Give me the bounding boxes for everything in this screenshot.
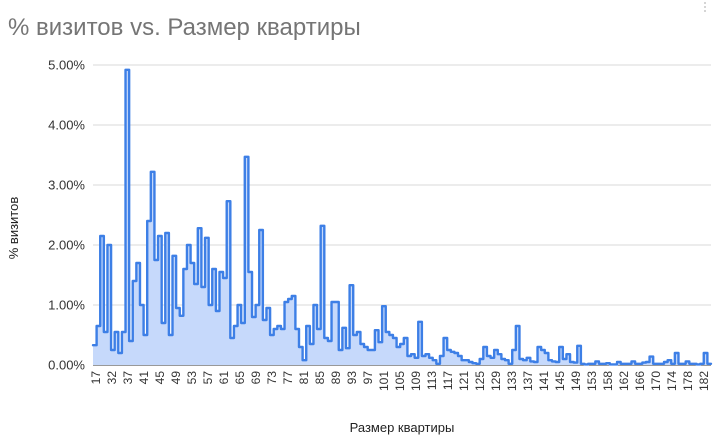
x-tick-label: 101 — [377, 371, 391, 391]
x-tick-label: 85 — [313, 371, 327, 385]
x-tick-label: 97 — [361, 371, 375, 385]
x-tick-label: 65 — [233, 371, 247, 385]
x-tick-label: 137 — [521, 371, 535, 391]
x-tick-label: 37 — [121, 371, 135, 385]
x-tick-label: 141 — [537, 371, 551, 391]
x-tick-label: 77 — [281, 371, 295, 385]
chart-title: % визитов vs. Размер квартиры — [8, 14, 361, 41]
x-tick-label: 41 — [137, 371, 151, 385]
more-options-icon[interactable] — [704, 2, 707, 16]
x-tick-label: 57 — [201, 371, 215, 385]
x-tick-label: 149 — [569, 371, 583, 391]
y-tick-label: 1.00% — [48, 298, 85, 313]
x-tick-label: 133 — [505, 371, 519, 391]
x-tick-label: 73 — [265, 371, 279, 385]
x-tick-label: 45 — [153, 371, 167, 385]
x-tick-label: 166 — [633, 371, 647, 391]
x-tick-label: 81 — [297, 371, 311, 385]
x-tick-label: 170 — [649, 371, 663, 391]
series-area — [93, 69, 711, 366]
series-line[interactable] — [91, 68, 713, 366]
x-tick-label: 32 — [105, 371, 119, 385]
x-tick-label: 61 — [217, 371, 231, 385]
y-tick-label: 3.00% — [48, 178, 85, 193]
x-axis-title: Размер квартиры — [350, 420, 455, 435]
x-tick-label: 158 — [601, 371, 615, 391]
x-tick-label: 89 — [329, 371, 343, 385]
x-tick-label: 113 — [425, 371, 439, 390]
x-tick-label: 182 — [697, 371, 711, 391]
x-tick-label: 49 — [169, 371, 183, 385]
y-tick-label: 0.00% — [48, 358, 85, 373]
x-tick-label: 178 — [681, 371, 695, 391]
x-tick-label: 125 — [473, 371, 487, 391]
x-tick-label: 69 — [249, 371, 263, 385]
x-tick-label: 109 — [409, 371, 423, 391]
y-axis-title: % визитов — [6, 197, 21, 260]
x-tick-label: 145 — [553, 371, 567, 391]
x-tick-label: 117 — [441, 371, 455, 390]
x-tick-label: 162 — [617, 371, 631, 391]
y-tick-label: 4.00% — [48, 118, 85, 133]
x-tick-label: 129 — [489, 371, 503, 391]
y-tick-label: 5.00% — [48, 58, 85, 73]
x-tick-label: 53 — [185, 371, 199, 385]
x-tick-label: 93 — [345, 371, 359, 385]
x-tick-label: 174 — [665, 371, 679, 391]
x-tick-label: 105 — [393, 371, 407, 391]
x-tick-label: 17 — [89, 371, 103, 385]
x-tick-label: 121 — [457, 371, 471, 391]
x-tick-label: 153 — [585, 371, 599, 391]
y-tick-label: 2.00% — [48, 238, 85, 253]
